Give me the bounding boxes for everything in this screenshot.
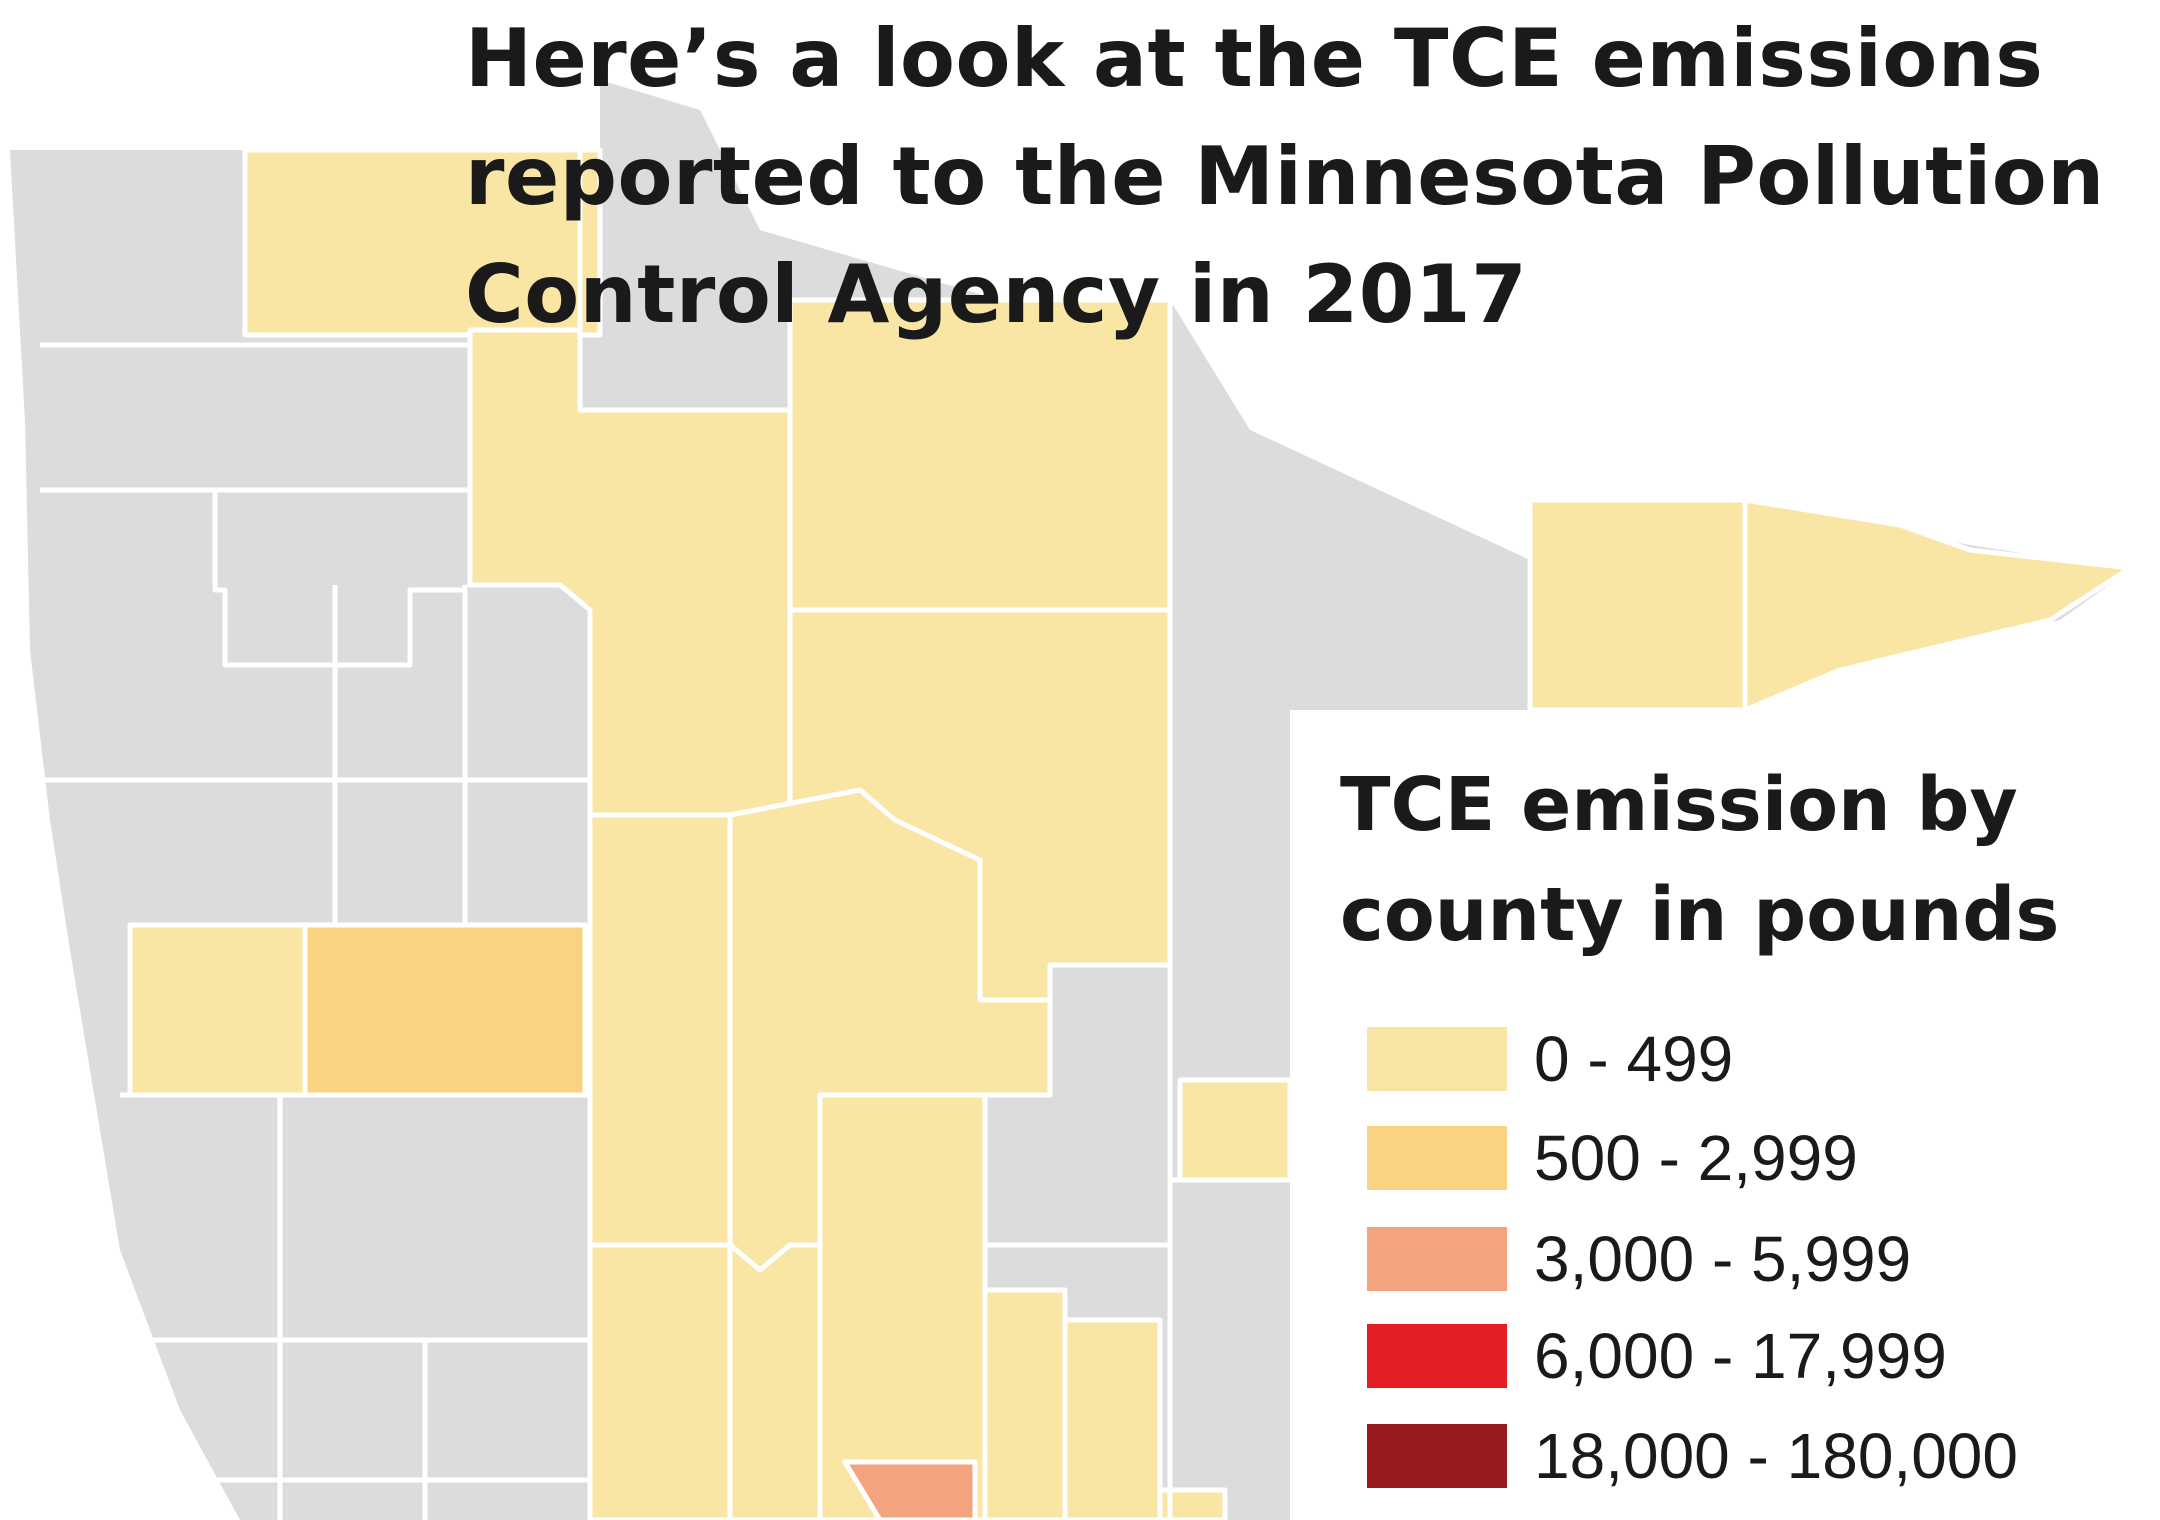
legend-label-3000-5999: 3,000 - 5,999 xyxy=(1534,1223,1912,1295)
county-lake xyxy=(1527,497,1748,713)
county-carlton xyxy=(1062,1317,1163,1520)
county-borders xyxy=(40,150,1533,1520)
legend: TCE emission by county in pounds 0 - 499… xyxy=(1290,710,2160,1520)
county-clay xyxy=(127,922,308,1098)
legend-item-3000-5999: 3,000 - 5,999 xyxy=(1367,1223,2147,1295)
legend-label-6000-17999: 6,000 - 17,999 xyxy=(1534,1320,1947,1392)
legend-swatch-18000-180000 xyxy=(1367,1424,1507,1488)
legend-item-18000-180000: 18,000 - 180,000 xyxy=(1367,1420,2147,1492)
legend-title: TCE emission by county in pounds xyxy=(1340,750,2160,970)
legend-swatch-500-2999 xyxy=(1367,1126,1507,1190)
legend-label-0-499: 0 - 499 xyxy=(1534,1023,1734,1095)
county-wadena xyxy=(587,1242,733,1520)
county-hubbard xyxy=(587,812,733,1248)
county-pine xyxy=(1177,1077,1293,1183)
legend-item-0-499: 0 - 499 xyxy=(1367,1023,2147,1095)
legend-swatch-3000-5999 xyxy=(1367,1227,1507,1291)
legend-label-18000-180000: 18,000 - 180,000 xyxy=(1534,1420,2018,1492)
county-crow-wing xyxy=(817,1092,988,1520)
county-stearns xyxy=(842,1459,978,1520)
title-line-1: Here’s a look at the TCE emissions xyxy=(465,12,2044,105)
title-line-3: Control Agency in 2017 xyxy=(465,248,1528,341)
legend-swatch-6000-17999 xyxy=(1367,1324,1507,1388)
county-aitkin xyxy=(982,1287,1068,1520)
map-title: Here’s a look at the TCE emissions repor… xyxy=(465,0,2105,354)
title-line-2: reported to the Minnesota Pollution xyxy=(465,130,2105,223)
county-southeast-edge xyxy=(1157,1487,1228,1520)
legend-label-500-2999: 500 - 2,999 xyxy=(1534,1122,1858,1194)
county-kittson xyxy=(242,147,603,338)
legend-title-line-1: TCE emission by xyxy=(1340,762,2018,848)
legend-item-6000-17999: 6,000 - 17,999 xyxy=(1367,1320,2147,1392)
legend-item-500-2999: 500 - 2,999 xyxy=(1367,1122,2147,1194)
county-becker xyxy=(302,922,588,1098)
county-cook xyxy=(1742,497,2133,713)
legend-title-line-2: county in pounds xyxy=(1340,872,2060,958)
county-todd xyxy=(727,1242,823,1520)
legend-swatch-0-499 xyxy=(1367,1027,1507,1091)
